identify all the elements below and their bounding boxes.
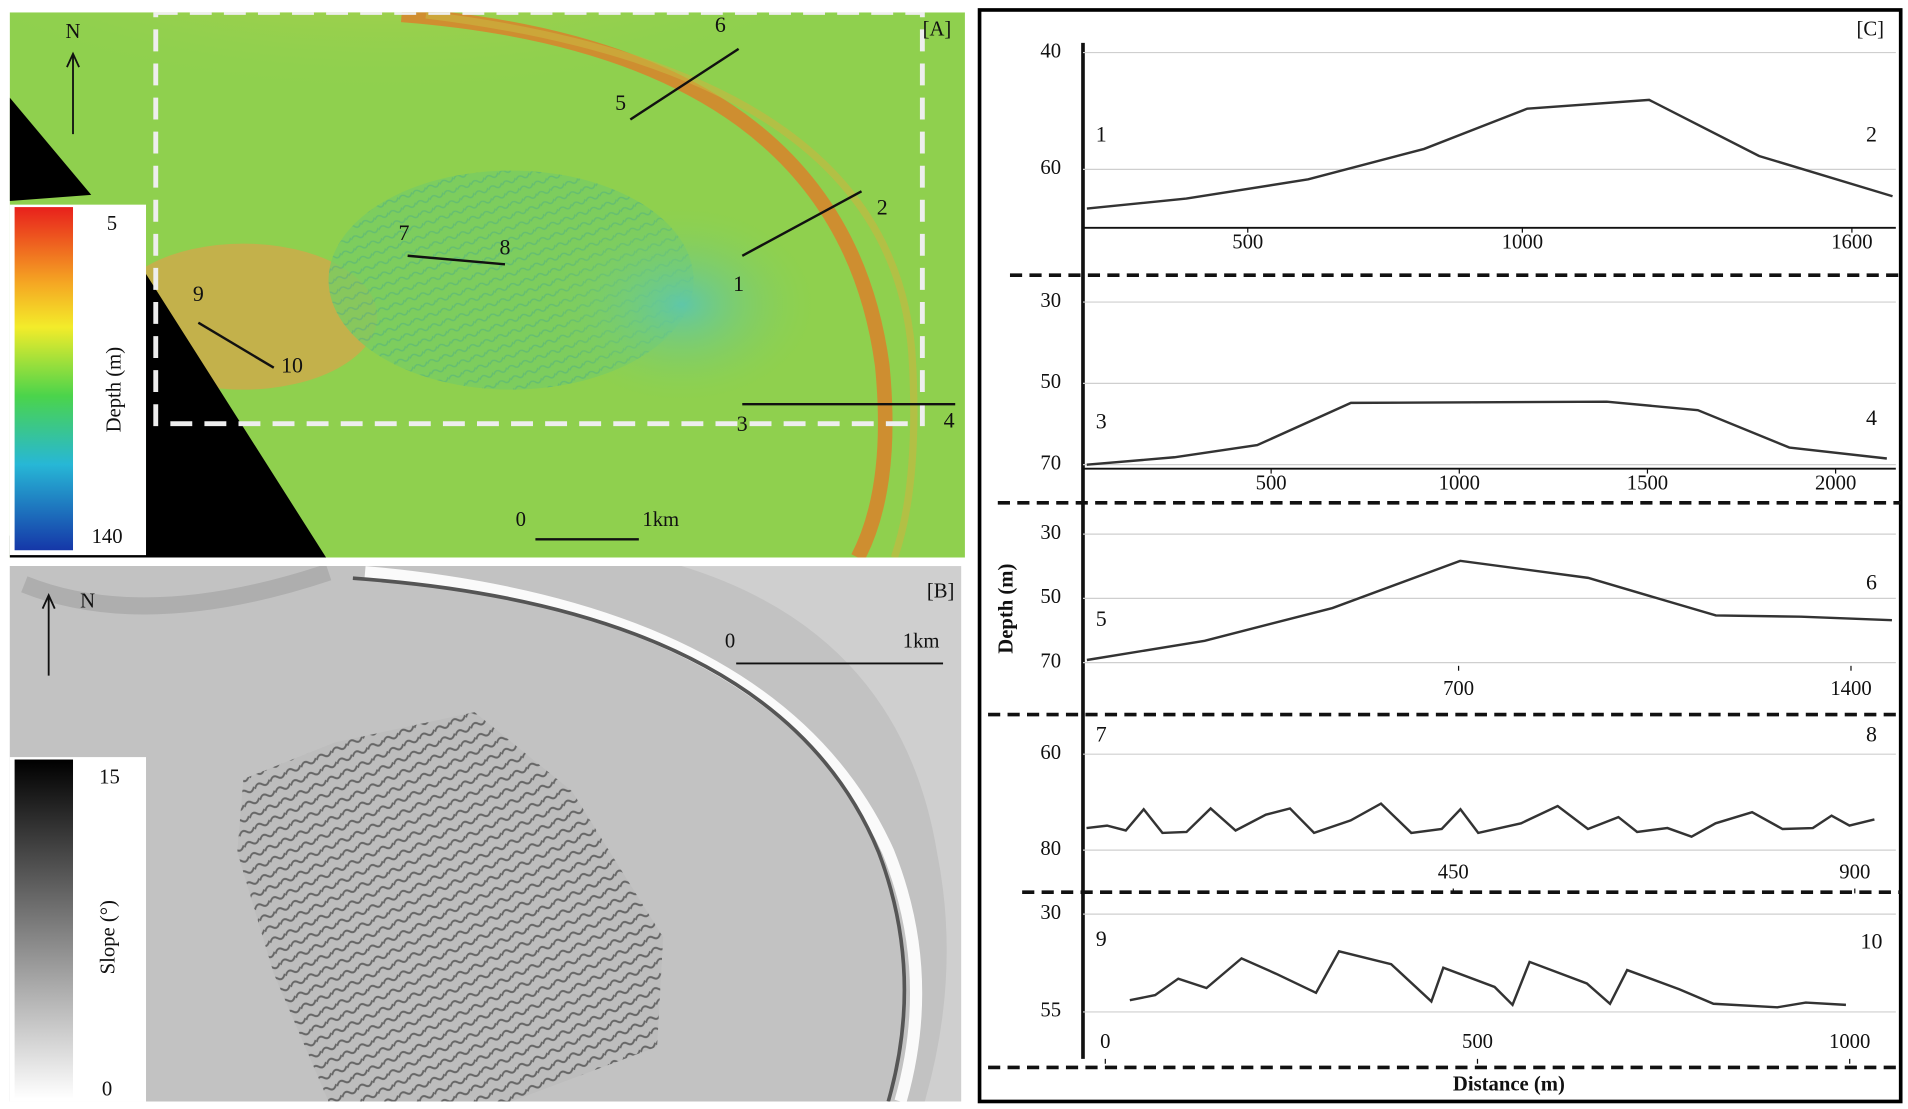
profile-label: 6 <box>715 12 726 37</box>
x-axis-title: Distance (m) <box>1453 1073 1565 1095</box>
x-tick-label: 500 <box>1256 472 1287 494</box>
y-axis-title: Depth (m) <box>995 564 1017 654</box>
x-tick-label: 0 <box>1100 1031 1110 1053</box>
colorbar-min: 0 <box>102 1078 112 1100</box>
colorbar-title: Slope (°) <box>97 900 119 974</box>
profile-label: 1 <box>733 271 744 296</box>
y-tick-label: 55 <box>1040 1000 1061 1022</box>
y-tick-label: 30 <box>1040 902 1061 924</box>
colorbar-min: 5 <box>107 213 117 235</box>
profile-start-label: 1 <box>1096 122 1107 147</box>
profile-label: 10 <box>281 353 303 378</box>
profile-end-label: 6 <box>1866 569 1877 594</box>
colorbar-max: 15 <box>99 767 120 789</box>
y-tick-label: 50 <box>1040 586 1061 608</box>
x-tick-label: 1000 <box>1502 231 1543 253</box>
y-tick-label: 40 <box>1040 40 1061 62</box>
profile-start-label: 7 <box>1096 721 1107 746</box>
y-tick-label: 70 <box>1040 452 1061 474</box>
x-tick-label: 700 <box>1443 678 1474 700</box>
x-tick-label: 1000 <box>1829 1031 1870 1053</box>
profile-panel <box>980 10 1901 1102</box>
colorbar-title: Depth (m) <box>103 347 125 433</box>
profile-label: 3 <box>737 411 748 436</box>
profile-end-label: 10 <box>1861 928 1883 953</box>
y-tick-label: 60 <box>1040 157 1061 179</box>
profile-label: 2 <box>877 195 888 220</box>
scale-end: 1km <box>642 509 679 531</box>
profile-start-label: 5 <box>1096 606 1107 631</box>
x-tick-label: 1400 <box>1830 678 1871 700</box>
scale-start: 0 <box>725 630 735 652</box>
panel-label: [A] <box>923 18 952 40</box>
profile-end-label: 8 <box>1866 721 1877 746</box>
profile-label: 9 <box>193 281 204 306</box>
figure: [A] N 1 2 3 4 5 6 7 8 9 10 5 140 Depth (… <box>0 0 1908 1109</box>
x-tick-label: 1500 <box>1627 472 1668 494</box>
slope-map <box>10 566 962 1101</box>
y-tick-label: 50 <box>1040 371 1061 393</box>
north-label: N <box>80 590 95 612</box>
profile-end-label: 2 <box>1866 122 1877 147</box>
profile-label: 8 <box>500 235 511 260</box>
scale-end: 1km <box>903 630 940 652</box>
y-tick-label: 80 <box>1040 838 1061 860</box>
profile-start-label: 3 <box>1096 409 1107 434</box>
profile-label: 4 <box>944 408 955 433</box>
north-label: N <box>66 21 81 43</box>
panel-label: [B] <box>927 581 955 603</box>
profile-start-label: 9 <box>1096 926 1107 951</box>
colorbar-max: 140 <box>92 526 123 548</box>
x-tick-label: 1000 <box>1439 472 1480 494</box>
colorbar <box>15 760 73 1099</box>
y-tick-label: 60 <box>1040 742 1061 764</box>
y-tick-label: 30 <box>1040 522 1061 544</box>
x-tick-label: 2000 <box>1815 472 1856 494</box>
x-tick-label: 500 <box>1232 231 1263 253</box>
x-tick-label: 900 <box>1839 862 1870 884</box>
profile-label: 7 <box>399 220 410 245</box>
panel-label: [C] <box>1856 18 1884 40</box>
colorbar <box>15 207 73 550</box>
x-tick-label: 500 <box>1462 1031 1493 1053</box>
x-tick-label: 450 <box>1438 862 1469 884</box>
y-tick-label: 30 <box>1040 290 1061 312</box>
y-tick-label: 70 <box>1040 650 1061 672</box>
x-tick-label: 1600 <box>1831 231 1872 253</box>
profile-label: 5 <box>615 90 626 115</box>
profile-end-label: 4 <box>1866 405 1877 430</box>
scale-start: 0 <box>516 509 526 531</box>
